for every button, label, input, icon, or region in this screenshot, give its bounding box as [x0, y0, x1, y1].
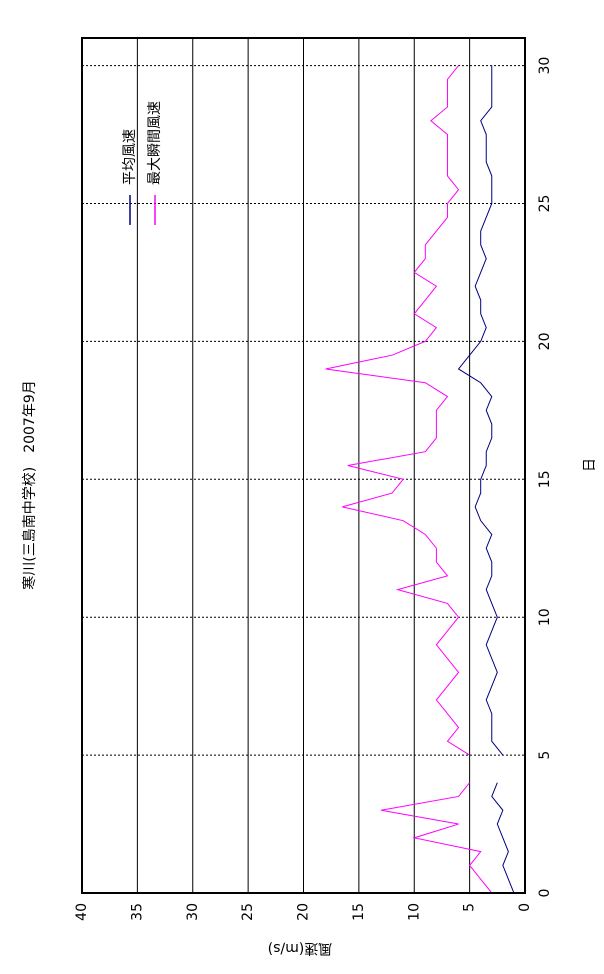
y-tick-label: 25 — [240, 903, 256, 921]
y-tick-label: 35 — [129, 903, 145, 921]
y-tick-label: 30 — [185, 903, 201, 921]
y-tick-label: 5 — [462, 903, 478, 912]
rotated-plot: 寒川(三島南中学校) 2007年9月 日 風速(m/s) 0 5 10 15 20 25 3… — [21, 37, 598, 956]
x-tick-label: 0 — [537, 889, 553, 898]
legend-label: 最大瞬間風速 — [147, 101, 163, 185]
x-axis-label: 日 — [582, 458, 598, 472]
y-tick-label: 40 — [74, 903, 90, 921]
data-line — [325, 65, 493, 894]
data-line — [457, 65, 515, 894]
x-tick-label: 15 — [537, 470, 553, 488]
x-tick-label: 25 — [537, 195, 553, 213]
y-tick-label: 20 — [296, 903, 312, 921]
x-tick-label: 5 — [537, 751, 553, 760]
x-tick-label: 10 — [537, 608, 553, 626]
y-tick-label: 10 — [406, 903, 422, 921]
x-tick-label: 30 — [537, 57, 553, 75]
y-tick-label: 15 — [351, 903, 367, 921]
y-axis-label: 風速(m/s) — [268, 940, 333, 956]
plot-frame — [81, 37, 526, 894]
x-tick-label: 20 — [537, 332, 553, 350]
chart-title: 寒川(三島南中学校) 2007年9月 — [21, 380, 38, 589]
legend-label: 平均風速 — [122, 129, 138, 185]
y-tick-label: 0 — [517, 903, 533, 912]
